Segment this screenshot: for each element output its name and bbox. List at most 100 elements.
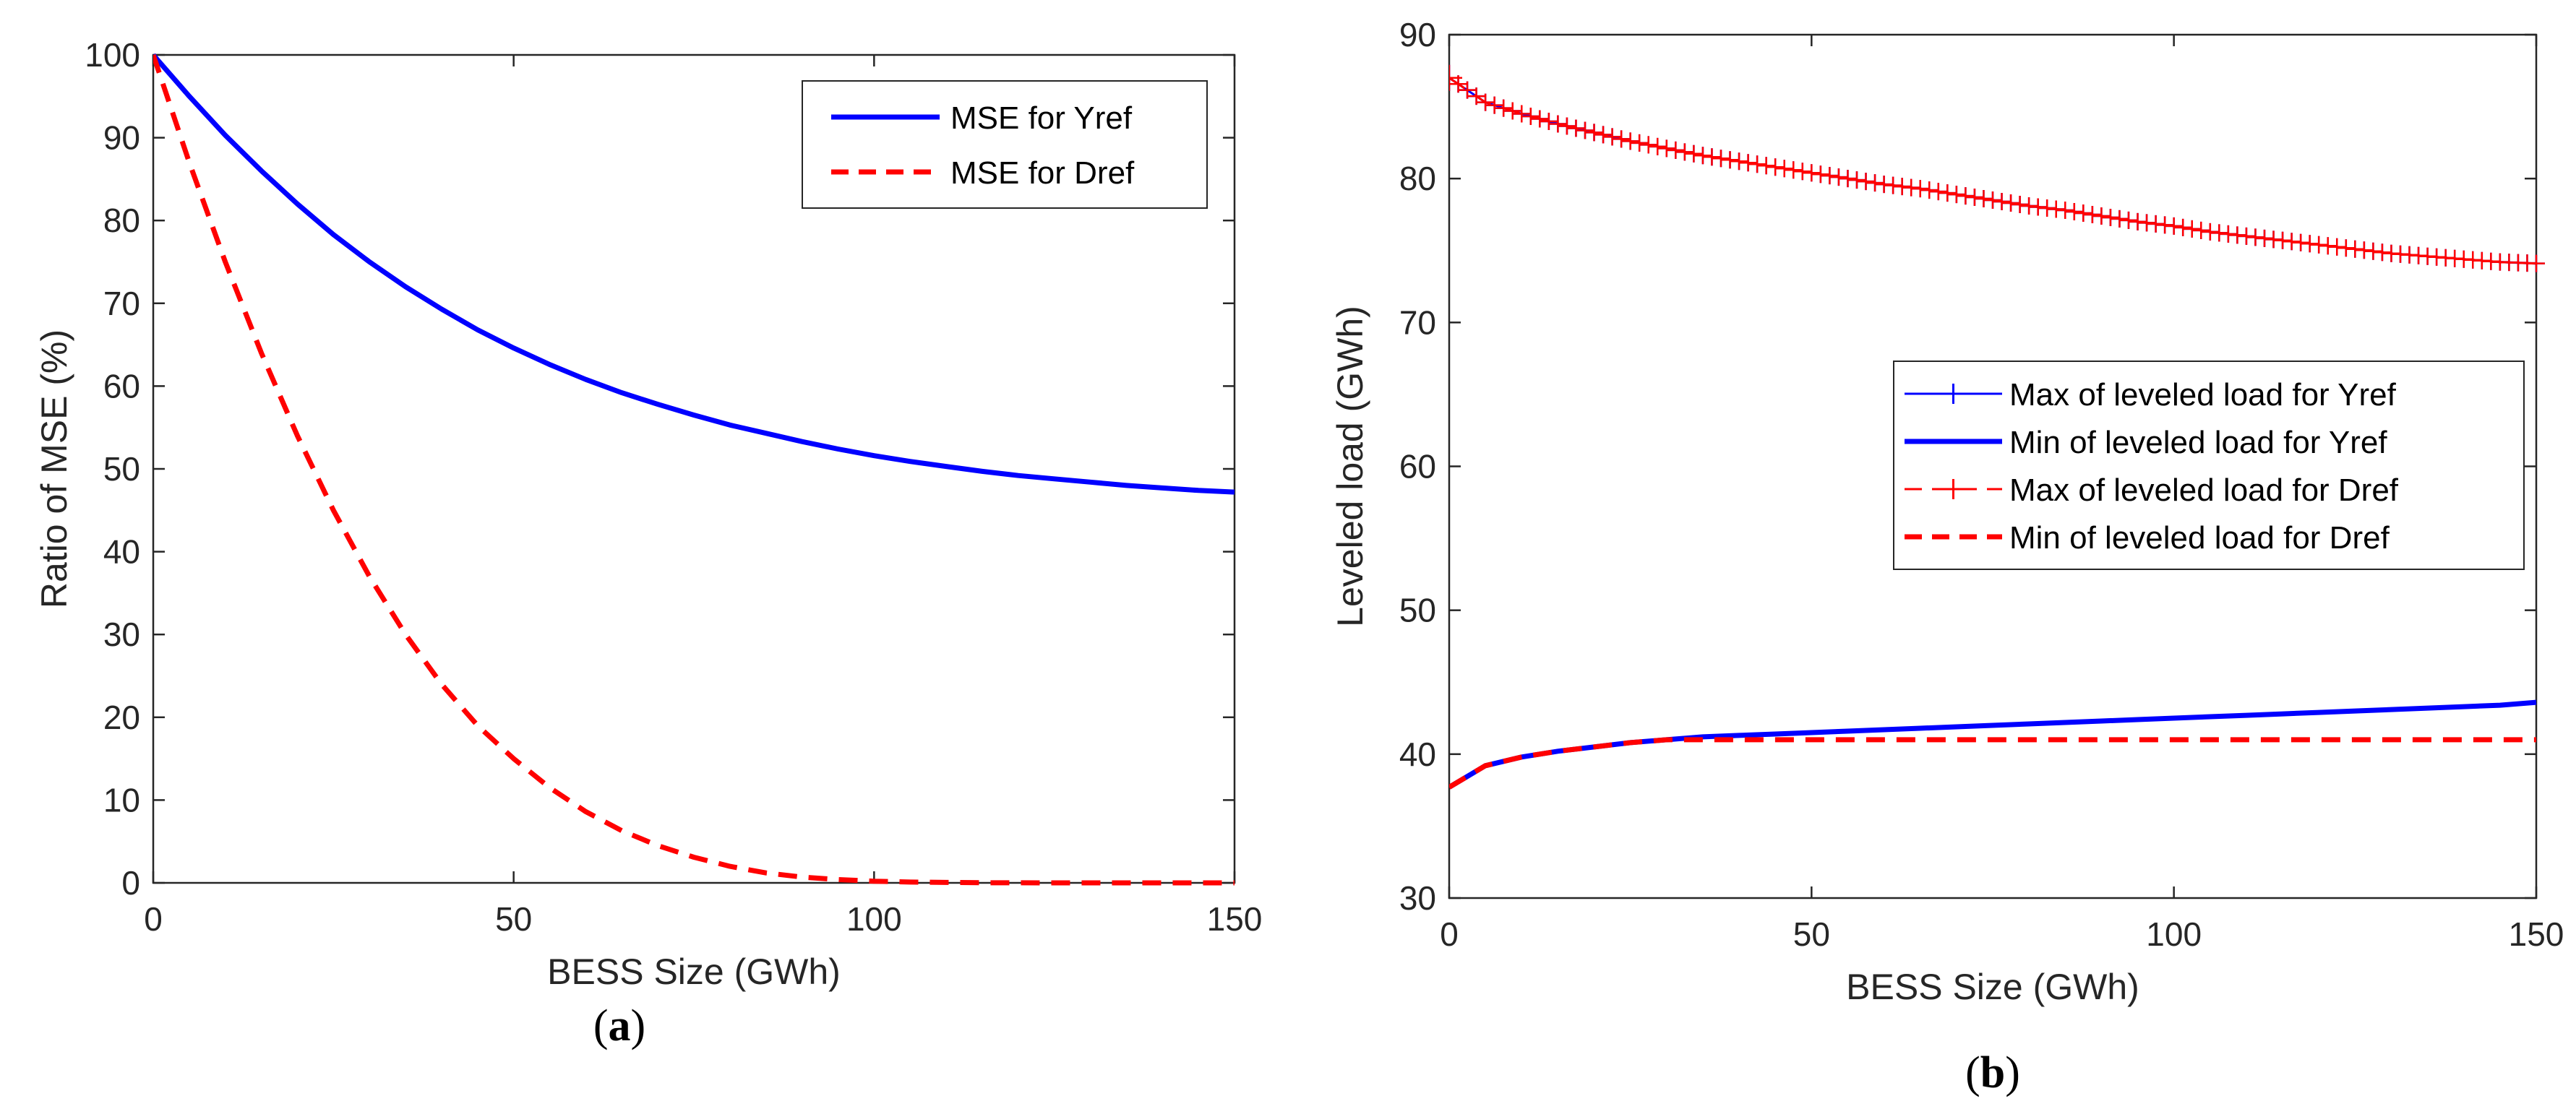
series-marker — [1649, 137, 1667, 155]
series-marker — [1920, 181, 1939, 199]
y-tick-label: 0 — [121, 864, 140, 902]
series-marker — [1613, 130, 1631, 148]
series-marker — [2355, 241, 2373, 259]
series-marker — [1675, 143, 1693, 161]
series-marker — [1531, 110, 1549, 128]
series-marker — [1621, 132, 1639, 150]
y-tick-label: 90 — [1399, 16, 1436, 53]
series-marker — [2319, 237, 2337, 255]
series-marker — [1965, 189, 1983, 207]
series-marker — [2111, 210, 2129, 228]
series-marker — [1657, 139, 1675, 157]
series-line-0 — [1449, 77, 2537, 265]
series-marker — [2165, 217, 2183, 235]
series-marker — [2029, 198, 2047, 216]
series-marker — [2047, 200, 2065, 218]
series-marker — [1829, 168, 1847, 186]
series-marker — [1558, 117, 1576, 135]
series-marker — [2364, 242, 2382, 260]
legend-label: Max of leveled load for Dref — [2009, 472, 2399, 508]
series-marker — [2083, 205, 2101, 223]
series-marker — [1993, 193, 2011, 211]
series-marker — [1667, 141, 1685, 159]
series-marker — [2292, 233, 2310, 251]
legend: Max of leveled load for Yref Min of level… — [1893, 361, 2525, 570]
y-tick-label: 50 — [1399, 592, 1436, 629]
series-marker — [1848, 171, 1866, 189]
series-marker — [1639, 136, 1657, 154]
series-marker — [1947, 186, 1965, 204]
plot-area — [153, 53, 1235, 886]
series-marker — [1576, 121, 1594, 139]
series-marker — [2065, 202, 2083, 220]
legend-label: MSE for Dref — [950, 155, 1135, 191]
series-marker — [2120, 211, 2137, 229]
panel-caption: (a) — [593, 1001, 645, 1050]
series-marker — [1449, 75, 1467, 93]
series-marker — [1803, 164, 1821, 182]
x-tick-label: 50 — [495, 900, 532, 938]
chart-panel-b: 0 50 100 150 30 40 50 60 70 80 90 BESS Size (GWh) Le… — [1330, 16, 2564, 1097]
series-marker — [1857, 173, 1875, 191]
series-marker — [2210, 224, 2228, 242]
y-tick-label: 50 — [103, 450, 140, 488]
series-marker — [2264, 230, 2283, 249]
series-marker — [1866, 174, 1884, 192]
series-line-3 — [1449, 737, 2536, 790]
y-tick-label: 100 — [85, 36, 140, 74]
series-line-2 — [1449, 77, 2537, 265]
y-tick-label: 10 — [103, 781, 140, 819]
series-marker — [2183, 220, 2201, 238]
series-marker — [1793, 163, 1811, 181]
series-marker — [2138, 214, 2156, 232]
series-marker — [1467, 87, 1485, 105]
y-tick-label: 80 — [1399, 160, 1436, 197]
y-tick-label: 70 — [1399, 303, 1436, 341]
series-marker — [2246, 228, 2264, 246]
series-marker — [1603, 128, 1621, 146]
series-marker — [1739, 154, 1757, 172]
series-marker — [1875, 176, 1893, 194]
legend-box — [802, 80, 1208, 209]
series-marker — [2301, 235, 2319, 253]
series-marker — [2101, 208, 2119, 226]
series-marker — [2092, 207, 2111, 225]
series-marker — [1984, 191, 2001, 210]
series-marker — [1459, 81, 1477, 99]
series-marker — [1884, 176, 1902, 194]
x-tick-label: 100 — [846, 900, 902, 938]
series-marker — [2228, 226, 2246, 244]
series-marker — [2274, 231, 2292, 249]
series-marker — [2201, 223, 2219, 241]
series-marker — [1567, 119, 1585, 137]
series-marker — [1485, 96, 1503, 114]
series-marker — [2038, 199, 2056, 217]
series-marker — [2346, 240, 2364, 258]
series-marker — [1631, 134, 1649, 152]
series-marker — [1766, 158, 1785, 176]
series-marker — [1693, 147, 1712, 165]
series-marker — [1757, 157, 1775, 175]
series-marker — [1495, 99, 1513, 117]
legend-label: Max of leveled load for Yref — [2009, 377, 2397, 413]
series-marker — [1957, 187, 1975, 205]
series-marker — [1839, 170, 1857, 188]
x-axis-label: BESS Size (GWh) — [547, 952, 841, 992]
series-marker — [2011, 196, 2029, 214]
series-marker — [2237, 227, 2255, 245]
series-marker — [1748, 155, 1766, 173]
legend-marker — [1943, 384, 1964, 404]
series-marker — [1929, 183, 1947, 201]
series-marker — [2156, 216, 2174, 234]
series-marker — [2174, 218, 2192, 236]
y-tick-label: 40 — [103, 533, 140, 571]
series-marker — [1811, 165, 1829, 184]
series-marker — [2337, 239, 2355, 257]
legend-label: Min of leveled load for Yref — [2009, 425, 2387, 460]
y-tick-label: 60 — [1399, 448, 1436, 486]
series-marker — [1513, 105, 1531, 123]
series-marker — [1975, 190, 1993, 208]
y-tick-label: 70 — [103, 285, 140, 322]
series-marker — [2283, 233, 2301, 251]
